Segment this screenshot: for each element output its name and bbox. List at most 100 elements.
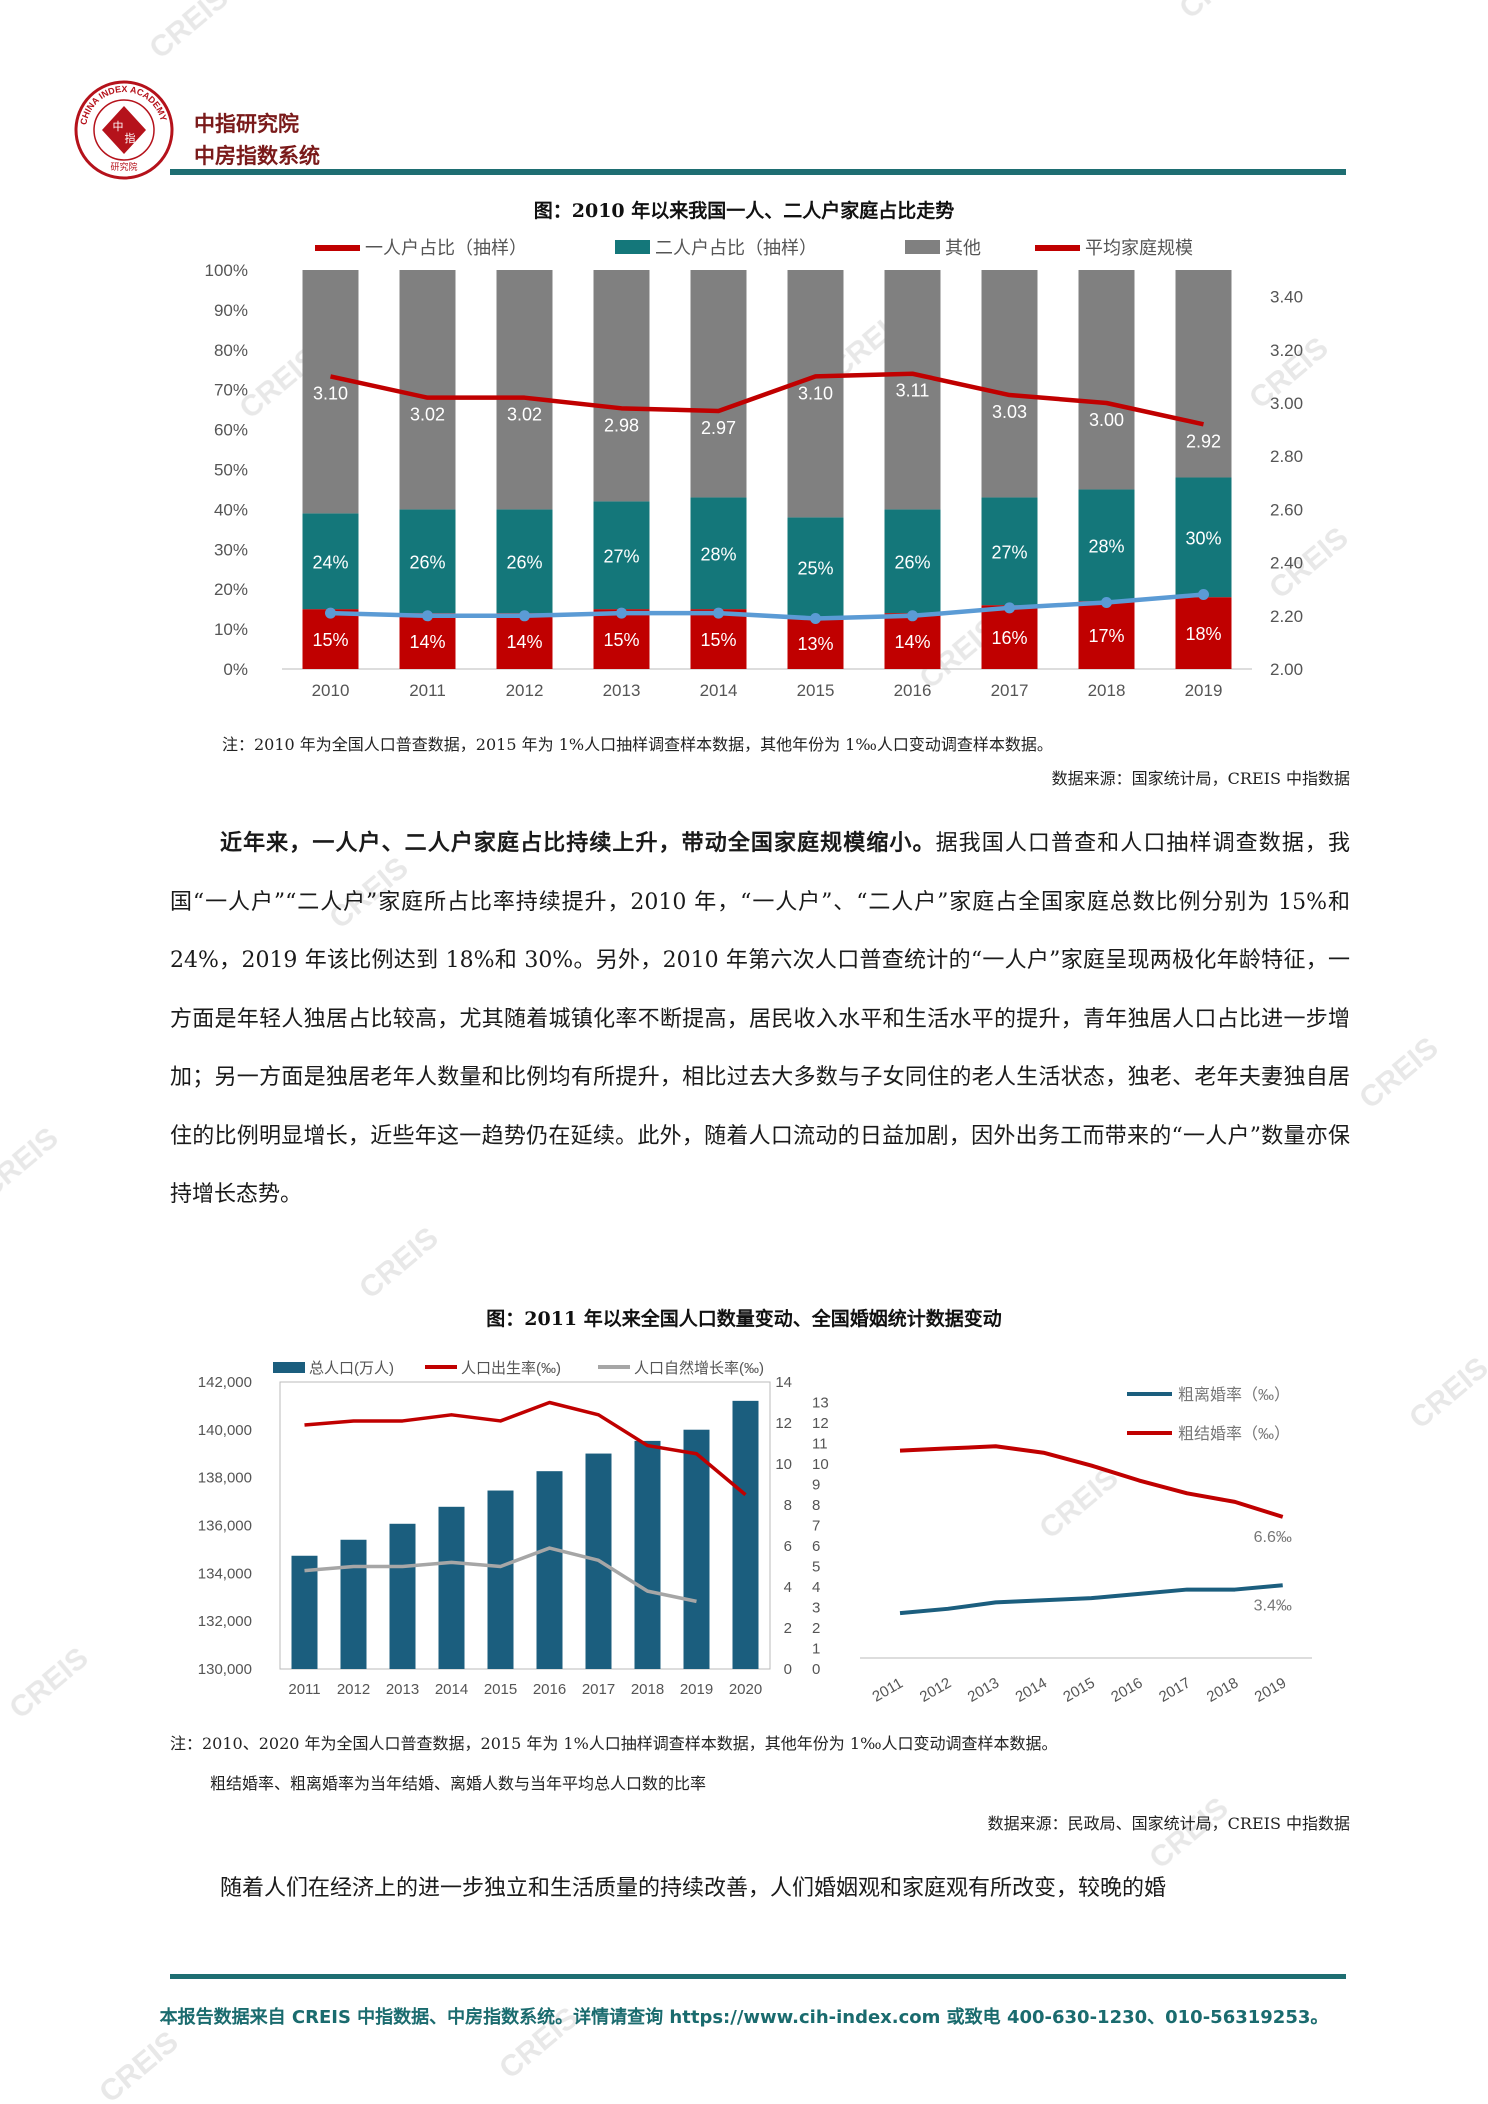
- bar-segment: [981, 497, 1038, 606]
- logo-char: 指: [125, 131, 136, 145]
- bar-segment: [302, 513, 359, 610]
- org-name-2: 中房指数系统: [194, 144, 320, 168]
- x-tick-label: 2014: [1013, 1674, 1050, 1702]
- line-point: [1004, 602, 1015, 614]
- x-tick-label: 2015: [484, 1681, 517, 1698]
- y-tick-right: 8: [784, 1497, 792, 1514]
- y-tick-right-secondary: 10: [812, 1456, 829, 1473]
- x-tick-label: 2014: [435, 1681, 468, 1698]
- y-tick-right: 14: [775, 1374, 792, 1391]
- population-bar: [634, 1440, 661, 1669]
- x-tick-label: 2018: [1088, 681, 1126, 700]
- footer-rule: [170, 1974, 1346, 1979]
- bar-value-label: 26%: [894, 552, 930, 572]
- y-tick-right-secondary: 6: [812, 1538, 820, 1555]
- population-bar: [732, 1400, 759, 1669]
- figure2-note-1: 注：2010、2020 年为全国人口普查数据，2015 年为 1%人口抽样调查样…: [170, 1734, 1058, 1753]
- watermark-text: CREIS: [1353, 1031, 1444, 1115]
- bar-value-label: 17%: [1088, 626, 1124, 646]
- bar-value-label: 13%: [797, 634, 833, 654]
- x-tick-label: 2017: [991, 681, 1029, 700]
- y-tick-right: 2.40: [1270, 554, 1303, 573]
- body-paragraph-2: 随着人们在经济上的进一步独立和生活质量的持续改善，人们婚姻观和家庭观有所改变，较…: [220, 1876, 1167, 1901]
- bar-segment: [302, 609, 359, 669]
- rate-line: [899, 1444, 1284, 1519]
- line-value-label: 3.03: [992, 402, 1027, 422]
- line-value-label: 3.00: [1089, 410, 1124, 430]
- x-tick-label: 2016: [1108, 1674, 1145, 1702]
- bar-value-label: 14%: [409, 632, 445, 652]
- figure2-source: 数据来源：民政局、国家统计局，CREIS 中指数据: [987, 1814, 1350, 1833]
- bar-segment: [787, 617, 844, 669]
- bar-segment: [884, 270, 941, 510]
- line-point: [422, 610, 433, 622]
- y-tick-left: 30%: [214, 540, 248, 559]
- y-tick-right-secondary: 0: [812, 1661, 820, 1678]
- legend-label: 粗结婚率（‰）: [1178, 1425, 1290, 1443]
- watermark-text: CREIS: [93, 2025, 184, 2104]
- bar-value-label: 14%: [506, 632, 542, 652]
- x-tick-label: 2012: [917, 1674, 954, 1702]
- watermark-text: CREIS: [3, 1641, 94, 1725]
- bar-value-label: 16%: [991, 628, 1027, 648]
- legend-swatch: [315, 245, 360, 251]
- y-tick-left: 136,000: [198, 1518, 252, 1535]
- y-tick-left: 50%: [214, 461, 248, 480]
- legend-label: 粗离婚率（‰）: [1178, 1386, 1290, 1404]
- y-tick-right: 3.00: [1270, 394, 1303, 413]
- x-tick-label: 2019: [680, 1681, 713, 1698]
- bar-segment: [302, 270, 359, 514]
- y-tick-left: 0%: [223, 660, 248, 679]
- x-tick-label: 2015: [1060, 1674, 1097, 1702]
- population-bar: [340, 1539, 367, 1669]
- y-tick-left: 20%: [214, 580, 248, 599]
- bar-segment: [399, 509, 456, 614]
- legend-label: 人口自然增长率(‰): [634, 1360, 764, 1377]
- y-tick-right-secondary: 11: [812, 1436, 828, 1453]
- y-tick-left: 40%: [214, 500, 248, 519]
- y-tick-right-secondary: 13: [812, 1395, 829, 1412]
- bar-segment: [399, 270, 456, 510]
- watermark-text: CREIS: [143, 0, 234, 65]
- y-tick-right: 3.40: [1270, 288, 1303, 307]
- bar-segment: [884, 613, 941, 669]
- line-point: [713, 607, 724, 619]
- x-tick-label: 2012: [337, 1681, 370, 1698]
- org-name-1: 中指研究院: [194, 112, 299, 136]
- x-tick-label: 2011: [870, 1675, 906, 1702]
- x-tick-label: 2016: [894, 681, 932, 700]
- bar-value-label: 26%: [409, 552, 445, 572]
- bar-segment: [787, 270, 844, 518]
- y-tick-left: 60%: [214, 421, 248, 440]
- plot-frame: [279, 1381, 771, 1670]
- bar-segment: [690, 609, 747, 669]
- y-tick-right: 3.20: [1270, 341, 1303, 360]
- y-tick-right-secondary: 1: [812, 1641, 820, 1658]
- y-tick-right: 6: [784, 1538, 792, 1555]
- header-rule: [170, 169, 1346, 175]
- bar-value-label: 28%: [700, 544, 736, 564]
- legend-label: 二人户占比（抽样）: [655, 238, 817, 258]
- line-value-label: 2.98: [604, 415, 639, 435]
- series-line: [330, 592, 1204, 621]
- watermark-text: CREIS: [353, 1221, 444, 1305]
- bar-value-label: 25%: [797, 558, 833, 578]
- x-tick-label: 2013: [386, 1681, 419, 1698]
- legend-label: 一人户占比（抽样）: [365, 238, 527, 258]
- watermark-text: CREIS: [0, 1121, 65, 1205]
- bar-segment: [1078, 601, 1135, 669]
- x-tick-label: 2013: [965, 1674, 1002, 1702]
- figure1-note: 注：2010 年为全国人口普查数据，2015 年为 1%人口抽样调查样本数据，其…: [222, 735, 1053, 754]
- bar-segment: [787, 517, 844, 618]
- x-tick-label: 2019: [1252, 1674, 1289, 1702]
- line-value-label: 2.92: [1186, 431, 1221, 451]
- line-value-label: 3.11: [896, 381, 930, 401]
- line-value-label: 3.10: [798, 383, 833, 403]
- bar-value-label: 15%: [700, 630, 736, 650]
- population-bar: [438, 1506, 465, 1669]
- y-tick-right: 0: [784, 1661, 792, 1678]
- x-tick-label: 2017: [1156, 1674, 1193, 1702]
- line-point: [810, 612, 821, 624]
- series-line: [330, 371, 1204, 427]
- x-tick-label: 2019: [1185, 681, 1223, 700]
